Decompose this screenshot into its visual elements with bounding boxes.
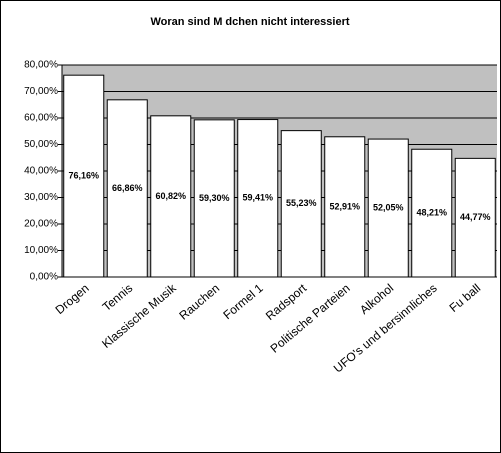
y-tick-label: 80,00% xyxy=(24,60,58,71)
bar xyxy=(280,130,322,278)
y-tick-label: 50,00% xyxy=(24,139,58,150)
bar xyxy=(411,148,453,278)
y-tick-label: 30,00% xyxy=(24,192,58,203)
value-label: 52,05% xyxy=(373,202,404,212)
value-label: 55,23% xyxy=(286,198,317,208)
bar xyxy=(237,119,279,278)
bar xyxy=(367,138,409,278)
value-label: 60,82% xyxy=(155,191,186,201)
bar xyxy=(454,157,496,278)
y-tick-label: 40,00% xyxy=(24,166,58,177)
value-label: 48,21% xyxy=(416,207,447,217)
chart-title: Woran sind M dchen nicht interessiert xyxy=(150,16,349,28)
value-label: 76,16% xyxy=(68,170,99,180)
y-tick-label: 60,00% xyxy=(24,113,58,124)
y-tick-label: 20,00% xyxy=(24,219,58,230)
bar xyxy=(150,115,192,278)
value-label: 52,91% xyxy=(329,201,360,211)
y-tick-label: 70,00% xyxy=(24,86,58,97)
value-label: 59,30% xyxy=(199,193,230,203)
value-label: 59,41% xyxy=(242,193,273,203)
bar xyxy=(193,119,235,278)
value-label: 66,86% xyxy=(112,183,143,193)
y-tick-label: 10,00% xyxy=(24,245,58,256)
value-label: 44,77% xyxy=(460,212,491,222)
y-tick-label: 0,00% xyxy=(30,272,58,283)
